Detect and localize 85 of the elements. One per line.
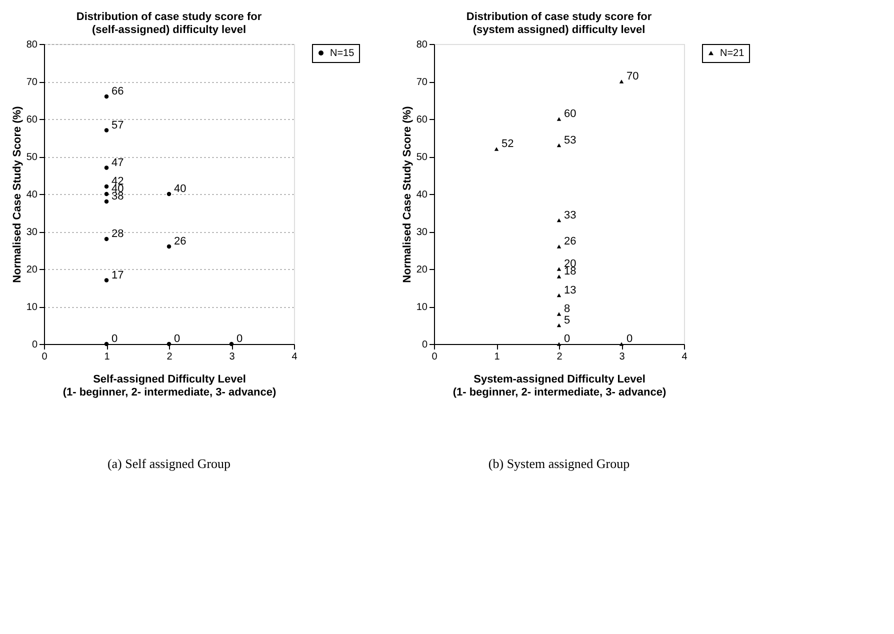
y-tick-label: 60 [26,114,38,126]
y-tick-label: 10 [416,302,428,313]
data-label: 0 [236,333,243,345]
data-label: 0 [564,333,570,345]
point [556,244,562,248]
y-tick-label: 40 [416,190,428,200]
point [166,192,172,196]
data-label: 66 [112,86,124,98]
data-label: 60 [564,108,576,120]
point [556,342,562,346]
x-tick-label: 3 [229,352,236,362]
point [556,117,562,121]
point [104,278,109,282]
text: (a) Self assigned Group [107,456,231,471]
data-label: 0 [174,333,180,345]
x-tick-label: 1 [104,352,110,362]
legend-label: N=21 [720,48,745,59]
point [556,274,562,278]
x-tick-label: 4 [682,352,688,362]
chart-title: Distribution of case study score for (self-assigned) difficulty level [76,11,262,36]
point [104,192,109,196]
point [556,267,562,271]
point [104,94,109,99]
data-label: 8 [564,303,570,315]
x-axis-title: System-assigned Difficulty Level (1- beginner, 2- intermediate, 3- advance) [452,374,667,398]
legend-label: N=15 [330,48,355,59]
y-tick-label: 30 [416,227,428,238]
data-label: 26 [174,236,186,248]
point [619,342,624,346]
point [556,143,562,148]
y-tick-label: 20 [26,264,38,276]
x-tick-label: 0 [42,352,48,362]
x-tick-label: 0 [432,352,438,362]
y-axis-title: Normalised Case Study Score (%) [11,106,24,283]
data-label: 5 [564,314,570,326]
data-label: 13 [564,284,576,296]
point [104,166,109,170]
y-tick-label: 80 [416,40,428,50]
data-label: 0 [112,333,118,345]
data-label: 33 [564,209,576,222]
data-label: 0 [626,333,633,345]
point [494,147,499,151]
y-tick-label: 40 [26,190,38,200]
text: (b) System assigned Group [488,456,630,471]
y-tick-label: 70 [416,77,428,88]
point [166,244,172,249]
data-label: 70 [626,70,639,82]
y-tick-label: 0 [32,340,38,350]
point [619,80,624,84]
point [556,218,562,222]
point [556,323,562,328]
point [556,312,562,316]
point [104,199,109,204]
point [556,293,562,298]
data-label: 17 [112,269,124,282]
point [104,184,109,189]
x-tick-label: 1 [494,352,500,362]
y-tick-label: 20 [416,264,428,276]
y-tick-label: 60 [416,114,428,126]
y-tick-label: 50 [26,152,38,163]
y-tick-label: 30 [26,227,38,238]
y-tick-label: 0 [422,340,428,350]
data-label: 47 [112,156,124,169]
point [166,342,172,346]
x-tick-label: 3 [619,352,626,362]
point [104,236,109,242]
x-tick-label: 2 [556,352,563,362]
y-tick-label: 80 [26,40,38,50]
point [104,128,109,132]
y-tick-label: 70 [26,77,38,88]
y-axis-title: Normalised Case Study Score (%) [401,106,414,283]
point [104,342,109,346]
x-tick-label: 4 [292,352,298,362]
data-label: 28 [112,228,124,240]
chart-title: Distribution of case study score for (system assigned) difficulty level [466,11,652,36]
data-label: 26 [564,236,576,248]
data-label: 40 [174,183,186,195]
y-tick-label: 50 [416,152,428,163]
x-axis-title: Self-assigned Difficulty Level (1- beginner, 2- intermediate, 3- advance) [62,374,277,398]
y-tick-label: 10 [26,302,38,313]
x-tick-label: 2 [166,352,173,362]
data-label: 57 [112,119,124,132]
data-label: 53 [564,134,576,146]
data-label: 52 [502,138,514,150]
point [229,342,234,346]
